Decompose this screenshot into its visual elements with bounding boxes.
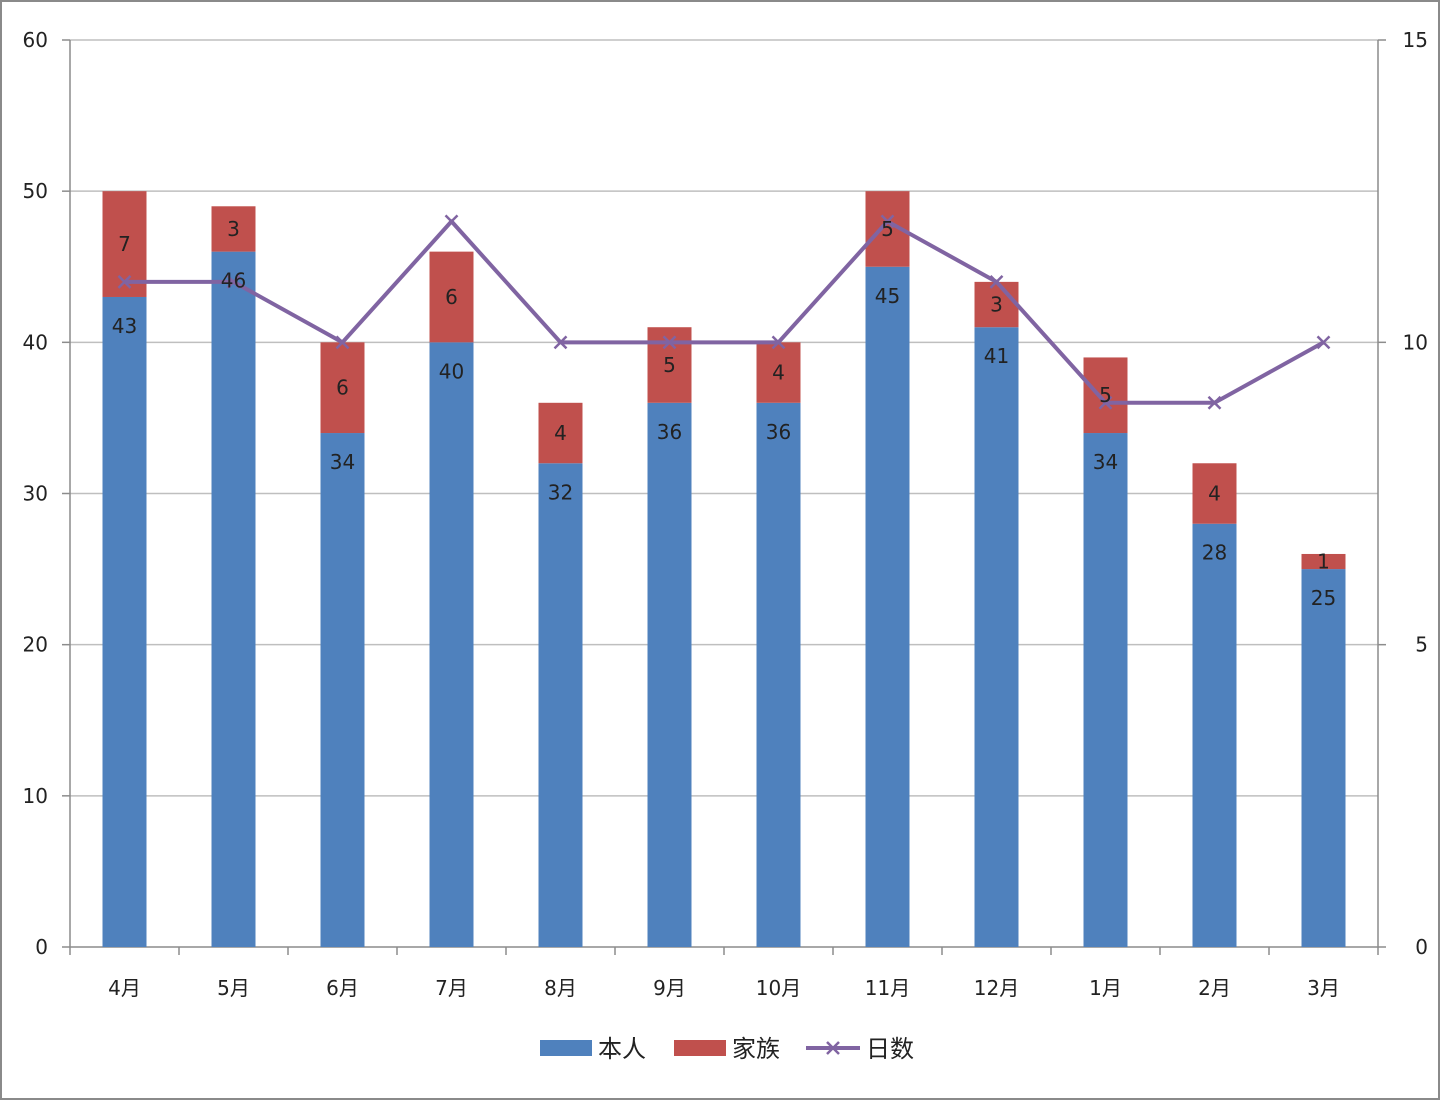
data-labels: 43 7 46 3 34 6 40 6 32 4 36 5 36 4 45 5 41 3 34 5 28 4 25 1 (112, 217, 1336, 610)
x-axis-category-label: 4月 (108, 976, 141, 1000)
data-label-kazoku: 7 (118, 232, 131, 256)
x-axis-category-label: 8月 (544, 976, 577, 1000)
data-label-kazoku: 3 (990, 293, 1003, 317)
bar-honnin (320, 433, 365, 947)
left-axis-tick-label: 50 (23, 179, 48, 203)
data-label-kazoku: 6 (336, 376, 349, 400)
data-label-honnin: 36 (657, 420, 682, 444)
left-axis-tick-label: 60 (23, 28, 48, 52)
legend-swatch-honnin (540, 1040, 592, 1056)
gridlines (70, 39, 1378, 797)
x-axis-category-label: 2月 (1198, 976, 1231, 1000)
bar-honnin (1301, 569, 1346, 947)
bar-honnin (211, 251, 256, 948)
right-axis-tick-label: 15 (1403, 28, 1428, 52)
legend-swatch-kazoku (674, 1040, 726, 1056)
line-point-marker (444, 214, 459, 229)
legend-label-nissuu: 日数 (866, 1035, 914, 1063)
bar-honnin (102, 296, 147, 947)
line-point-marker (989, 274, 1004, 289)
bar-kazoku (647, 327, 692, 403)
days-line (117, 214, 1331, 410)
bar-kazoku (1083, 357, 1128, 434)
data-label-kazoku: 6 (445, 285, 458, 309)
bar-kazoku (429, 251, 474, 343)
bar-honnin (974, 327, 1019, 947)
data-label-honnin: 25 (1311, 586, 1336, 610)
right-axis-tick-label: 5 (1415, 633, 1428, 657)
bar-honnin (429, 342, 474, 947)
data-label-honnin: 34 (330, 450, 355, 474)
bar-honnin (865, 266, 910, 947)
data-label-honnin: 43 (112, 314, 137, 338)
data-label-honnin: 32 (548, 480, 573, 504)
legend: 本人 家族 日数 (540, 1035, 914, 1063)
bar-honnin (1083, 433, 1128, 947)
x-axis-category-label: 9月 (653, 976, 686, 1000)
left-axis-tick-label: 20 (23, 633, 48, 657)
bar-kazoku (538, 402, 583, 464)
line-point-marker (553, 335, 568, 350)
bar-kazoku (211, 206, 256, 252)
data-label-honnin: 45 (875, 284, 900, 308)
line-point-marker (662, 335, 677, 350)
data-label-kazoku: 3 (227, 217, 240, 241)
right-axis-tick-label: 0 (1415, 935, 1428, 959)
data-label-honnin: 41 (984, 344, 1009, 368)
data-label-kazoku: 4 (554, 421, 567, 445)
bars (102, 191, 1346, 948)
legend-label-kazoku: 家族 (732, 1035, 780, 1063)
bar-kazoku (756, 342, 801, 403)
x-axis-category-label: 12月 (974, 976, 1019, 1000)
data-label-kazoku: 4 (1208, 482, 1221, 506)
left-axis-tick-label: 40 (23, 330, 48, 354)
data-label-kazoku: 5 (1099, 383, 1112, 407)
line-point-marker (880, 214, 895, 229)
data-label-honnin: 28 (1202, 541, 1227, 565)
bar-kazoku (1301, 553, 1346, 570)
line-point-marker (1316, 335, 1331, 350)
x-axis-category-label: 3月 (1307, 976, 1340, 1000)
x-axis-category-label: 6月 (326, 976, 359, 1000)
bar-honnin (756, 402, 801, 947)
line-point-marker (1098, 395, 1113, 410)
bar-honnin (538, 463, 583, 947)
line-point-marker (226, 274, 241, 289)
bar-honnin (647, 402, 692, 947)
x-axis-category-label: 7月 (435, 976, 468, 1000)
legend-marker-nissuu (826, 1041, 840, 1055)
line-nissuu (124, 219, 1325, 405)
data-label-honnin: 34 (1093, 450, 1118, 474)
x-axis-category-label: 10月 (756, 976, 801, 1000)
data-label-honnin: 40 (439, 359, 464, 383)
left-axis-tick-label: 0 (35, 935, 48, 959)
data-label-honnin: 36 (766, 420, 791, 444)
left-axis-tick-label: 10 (23, 784, 48, 808)
right-axis-tick-label: 10 (1403, 330, 1428, 354)
bar-honnin (1192, 523, 1237, 947)
bar-kazoku (320, 342, 365, 434)
line-point-marker (1207, 395, 1222, 410)
bar-kazoku (974, 281, 1019, 328)
data-label-kazoku: 5 (663, 353, 676, 377)
bar-kazoku (102, 191, 147, 297)
line-point-marker (335, 335, 350, 350)
data-label-kazoku: 1 (1317, 550, 1330, 574)
data-label-kazoku: 5 (881, 217, 894, 241)
left-axis-tick-label: 30 (23, 482, 48, 506)
legend-label-honnin: 本人 (598, 1035, 646, 1063)
x-axis-category-label: 5月 (217, 976, 250, 1000)
bar-kazoku (1192, 463, 1237, 524)
line-point-marker (771, 335, 786, 350)
x-axis-category-label: 11月 (865, 976, 910, 1000)
line-point-marker (117, 274, 132, 289)
x-axis-category-label: 1月 (1089, 976, 1122, 1000)
data-label-honnin: 46 (221, 269, 246, 293)
data-label-kazoku: 4 (772, 361, 785, 385)
